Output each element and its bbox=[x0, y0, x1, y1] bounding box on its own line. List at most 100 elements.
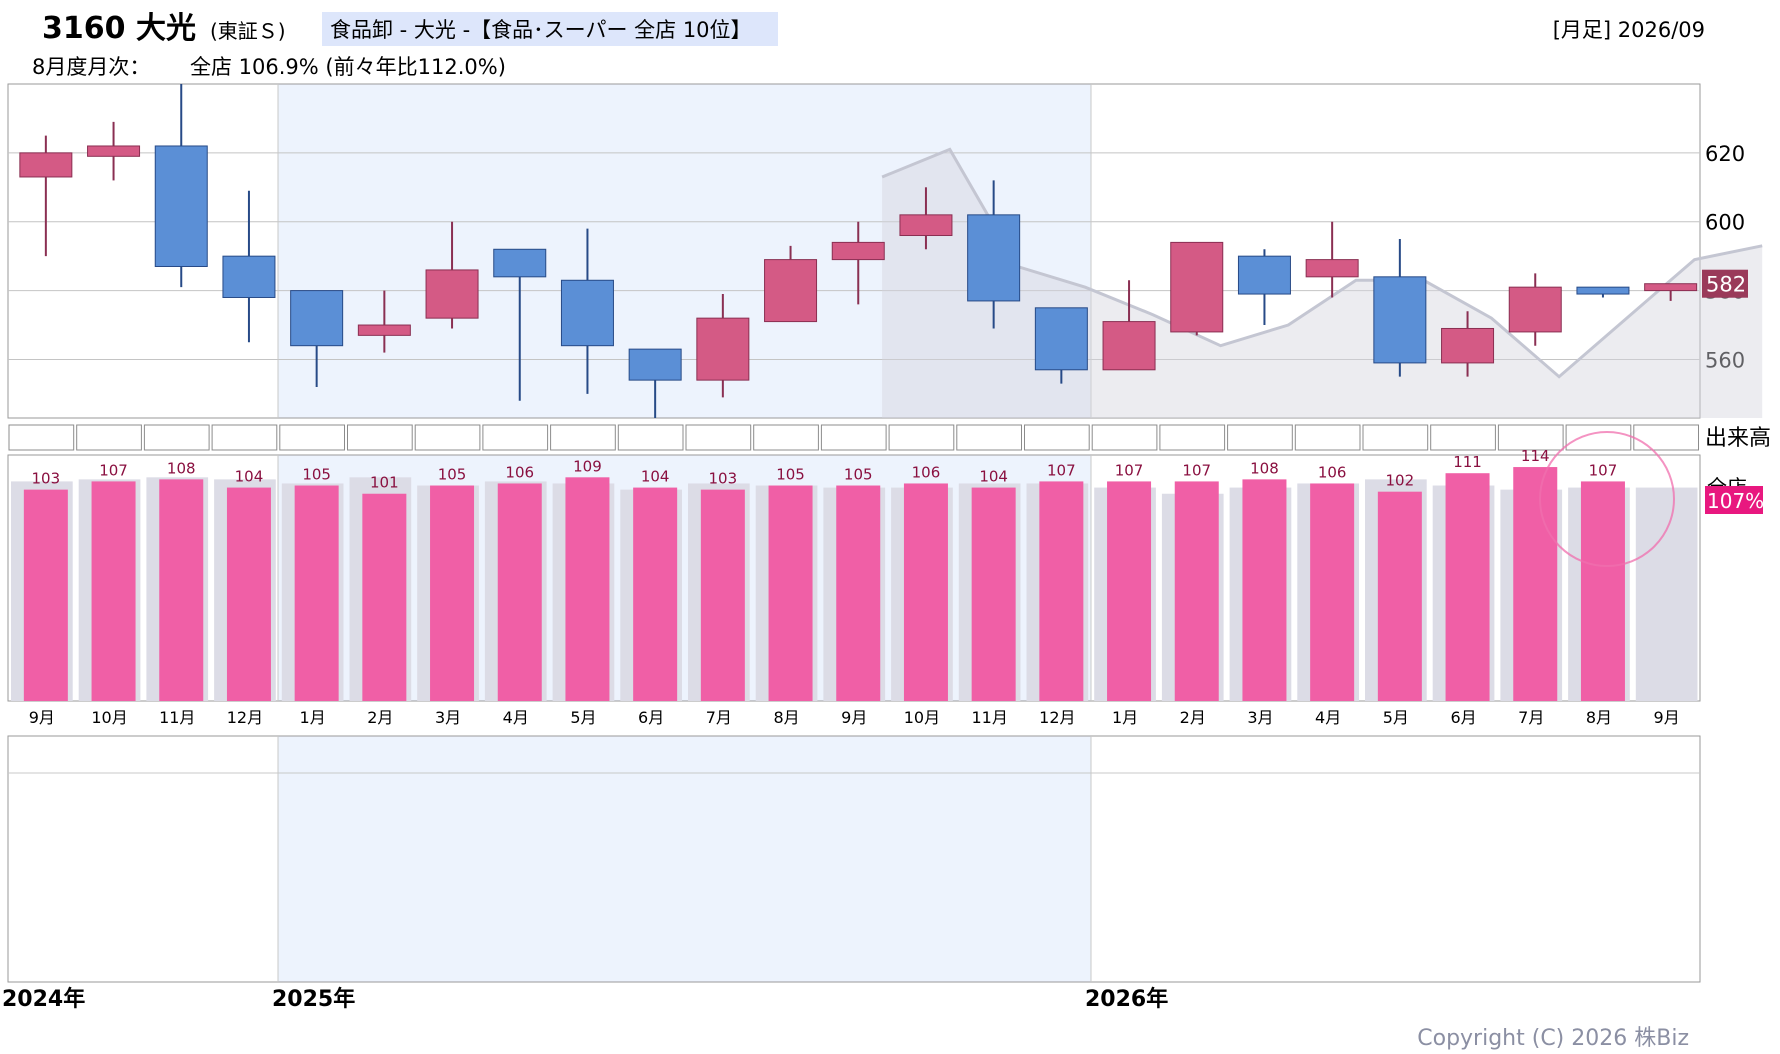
ratio-value-label: 105 bbox=[776, 466, 805, 484]
sector-label: 食品卸 - 大光 -【食品･スーパー 全店 10位】 bbox=[330, 18, 752, 42]
month-tick-label: 9月 bbox=[29, 708, 55, 727]
latest-month-highlight bbox=[1539, 431, 1675, 567]
ratio-value-label: 103 bbox=[709, 470, 738, 488]
ratio-value-label: 105 bbox=[438, 466, 467, 484]
month-tick-label: 7月 bbox=[1518, 708, 1544, 727]
ratio-bar bbox=[836, 485, 881, 701]
price-tick-label: 620 bbox=[1705, 142, 1745, 166]
month-tick-label: 1月 bbox=[1112, 708, 1138, 727]
ratio-value-label: 108 bbox=[1250, 459, 1279, 477]
ratio-bar bbox=[1445, 473, 1490, 701]
ratio-value-label: 104 bbox=[235, 468, 264, 486]
volume-cell bbox=[956, 424, 1022, 451]
candle-body bbox=[1102, 321, 1156, 371]
candle-body bbox=[19, 152, 73, 178]
volume-cell bbox=[820, 424, 887, 451]
monthly-label: 8月度月次： bbox=[32, 55, 150, 79]
candle-body bbox=[1170, 241, 1224, 333]
ratio-bar bbox=[23, 489, 68, 701]
ratio-badge-text: 107% bbox=[1707, 489, 1764, 513]
ratio-value-label: 114 bbox=[1521, 447, 1550, 465]
year-tick-label: 2026年 bbox=[1085, 986, 1168, 1012]
copyright: Copyright (C) 2026 株Biz bbox=[1417, 1026, 1689, 1051]
volume-cell bbox=[753, 424, 819, 451]
ratio-bar bbox=[1242, 479, 1287, 701]
ratio-value-label: 111 bbox=[1453, 453, 1482, 471]
candle-body bbox=[764, 259, 818, 323]
ratio-bar bbox=[91, 481, 136, 701]
month-tick-label: 11月 bbox=[159, 708, 195, 727]
volume-cell bbox=[1362, 424, 1429, 451]
month-tick-label: 4月 bbox=[503, 708, 529, 727]
candle-body bbox=[560, 279, 614, 347]
last-price-text: 582 bbox=[1706, 273, 1746, 297]
year-shade-price bbox=[278, 84, 1091, 418]
month-tick-label: 7月 bbox=[706, 708, 732, 727]
year-tick-label: 2024年 bbox=[2, 986, 85, 1012]
candle-body bbox=[1305, 259, 1359, 278]
price-tick-label: 600 bbox=[1705, 211, 1745, 235]
volume-cell bbox=[888, 424, 955, 451]
month-tick-label: 10月 bbox=[91, 708, 127, 727]
volume-cell bbox=[482, 424, 549, 451]
month-tick-label: 1月 bbox=[300, 708, 326, 727]
candle-body bbox=[357, 324, 411, 336]
candle-body bbox=[1237, 255, 1291, 295]
volume-cell bbox=[1159, 424, 1226, 451]
ratio-value-label: 105 bbox=[302, 466, 331, 484]
ratio-bar bbox=[1039, 481, 1084, 701]
ratio-bar bbox=[1377, 491, 1422, 701]
ratio-value-label: 107 bbox=[1182, 461, 1211, 479]
ratio-bar bbox=[565, 477, 610, 701]
candle-body bbox=[1644, 283, 1698, 292]
prior-year-area bbox=[882, 149, 1763, 418]
volume-cell bbox=[1294, 424, 1361, 451]
ratio-bar bbox=[768, 485, 813, 701]
ratio-badge-bg bbox=[1705, 486, 1763, 514]
volume-cell bbox=[1497, 424, 1564, 451]
ratio-value-label: 104 bbox=[979, 468, 1008, 486]
candle-body bbox=[628, 348, 682, 381]
volume-cell bbox=[414, 424, 481, 451]
prior-year-bar bbox=[1635, 487, 1698, 701]
candle-body bbox=[154, 145, 208, 267]
month-tick-label: 2月 bbox=[1180, 708, 1206, 727]
ratio-bar bbox=[700, 489, 745, 701]
month-tick-label: 6月 bbox=[1450, 708, 1476, 727]
period-label: [月足] 2026/09 bbox=[1553, 18, 1705, 42]
ratio-bar bbox=[1310, 483, 1355, 701]
ratio-value-label: 105 bbox=[844, 466, 873, 484]
ratio-bar bbox=[971, 487, 1016, 701]
ratio-value-label: 107 bbox=[99, 461, 128, 479]
volume-cell bbox=[1430, 424, 1496, 451]
ratio-bar bbox=[430, 485, 475, 701]
ratio-bar bbox=[362, 493, 407, 701]
ratio-value-label: 104 bbox=[641, 468, 670, 486]
month-tick-label: 8月 bbox=[1586, 708, 1612, 727]
ratio-value-label: 106 bbox=[912, 463, 941, 481]
month-tick-label: 10月 bbox=[904, 708, 940, 727]
year-shade-lower bbox=[278, 736, 1091, 982]
price-panel-border bbox=[7, 83, 1701, 419]
ratio-value-label: 101 bbox=[370, 474, 399, 492]
ratio-bar bbox=[1174, 481, 1219, 701]
volume-label: 出来高 bbox=[1705, 426, 1771, 451]
month-tick-label: 2月 bbox=[367, 708, 393, 727]
ratio-value-label: 106 bbox=[1318, 463, 1347, 481]
candle-body bbox=[493, 248, 547, 278]
price-tick-label: 560 bbox=[1705, 348, 1745, 372]
volume-cell bbox=[8, 424, 75, 451]
ratio-value-label: 108 bbox=[167, 459, 196, 477]
year-tick-label: 2025年 bbox=[272, 986, 355, 1012]
sector-badge-bg bbox=[322, 12, 778, 46]
candle-body bbox=[290, 290, 344, 347]
volume-cell bbox=[550, 424, 616, 451]
ratio-value-label: 107 bbox=[1047, 461, 1076, 479]
ratio-bar bbox=[1107, 481, 1152, 701]
ratio-bar bbox=[633, 487, 678, 701]
ratio-bar bbox=[159, 479, 204, 701]
prior-year-line bbox=[881, 147, 1763, 379]
month-tick-label: 8月 bbox=[773, 708, 799, 727]
month-tick-label: 3月 bbox=[1247, 708, 1273, 727]
